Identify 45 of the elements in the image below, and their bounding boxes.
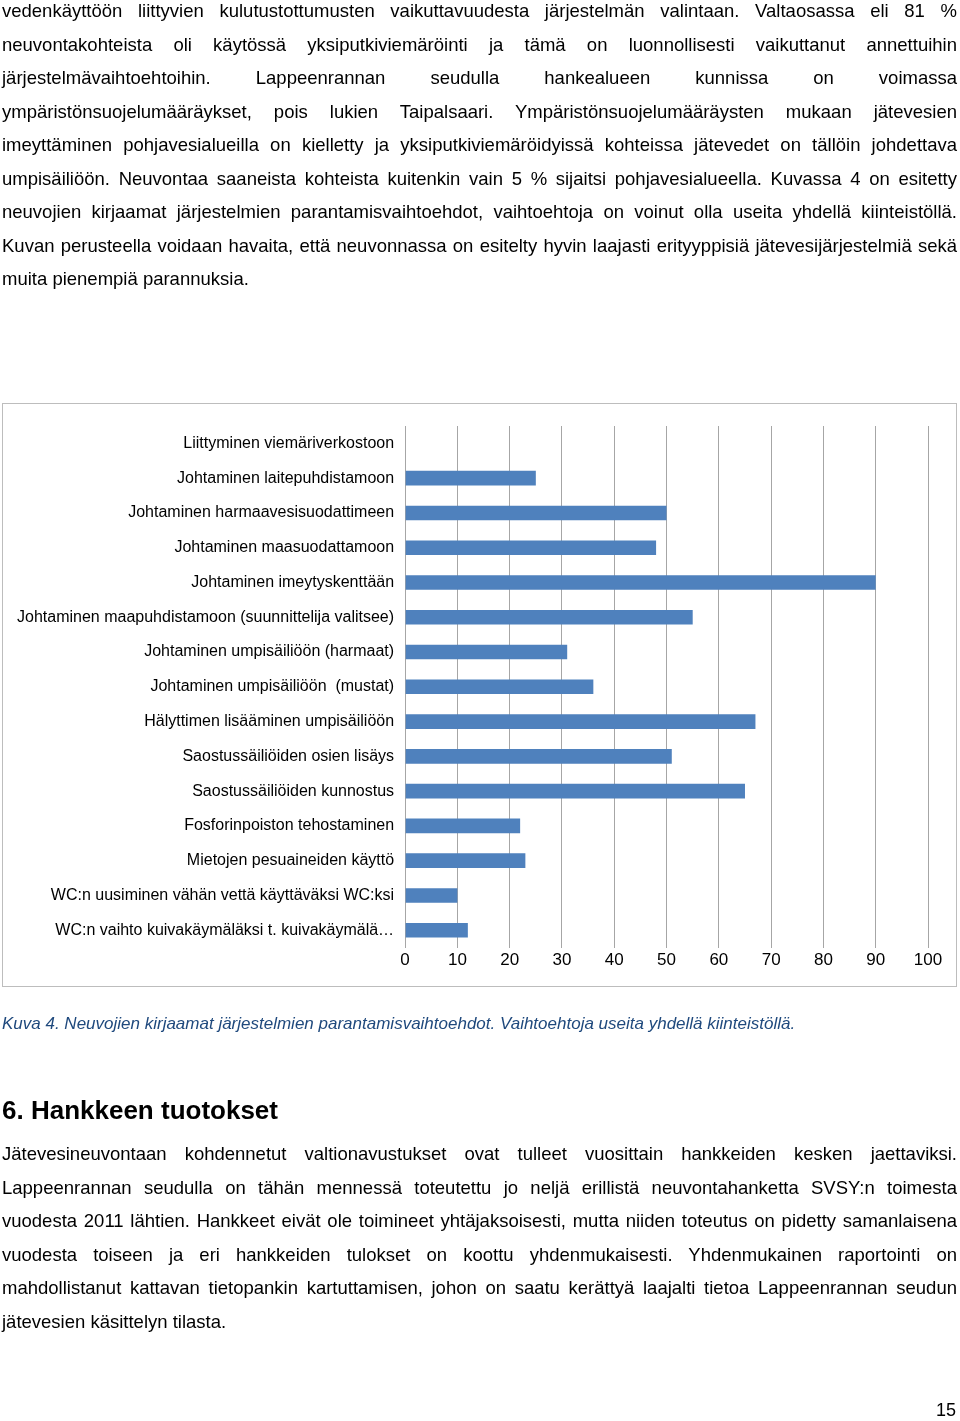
- y-tick-label: Johtaminen maasuodattamoon: [174, 538, 395, 556]
- y-tick-label: Johtaminen harmaavesisuodattimeen: [128, 503, 395, 521]
- bar: [405, 818, 521, 834]
- bar: [405, 644, 568, 660]
- bar: [405, 679, 594, 695]
- bar: [405, 714, 756, 729]
- x-tick-label: 90: [866, 950, 886, 970]
- bar: [405, 575, 876, 590]
- y-tick-label: Johtaminen maapuhdistamoon (suunnittelija valitsee): [16, 607, 395, 625]
- x-tick-label: 50: [657, 950, 677, 970]
- y-tick-label: Mietojen pesuaineiden käyttö: [186, 851, 395, 869]
- bar: [405, 505, 667, 521]
- y-tick-label: Liittyminen viemäriverkostoon: [183, 433, 395, 451]
- y-tick-label: Saostussäiliöiden kunnostus: [192, 781, 395, 799]
- text: 15: [935, 1400, 956, 1421]
- bar: [405, 783, 745, 799]
- y-tick-label: Johtaminen umpisäiliöön (harmaat): [144, 642, 395, 660]
- y-tick-label: WC:n uusiminen vähän vettä käyttäväksi WC:ksi: [50, 885, 395, 903]
- x-tick-label: 20: [500, 950, 520, 970]
- y-tick-label: Johtaminen imeytyskenttään: [191, 572, 395, 590]
- y-tick-label: Johtaminen umpisäiliöön (mustat): [150, 677, 395, 695]
- x-tick-label: 80: [813, 950, 833, 970]
- x-tick-label: 10: [447, 950, 467, 970]
- bar: [405, 853, 526, 868]
- text: 6. Hankkeen tuotokset: [2, 1095, 279, 1126]
- y-tick-label: Hälyttimen lisääminen umpisäiliöön: [144, 711, 395, 729]
- x-tick-label: 60: [709, 950, 729, 970]
- bar: [405, 888, 458, 903]
- bar: [405, 470, 536, 486]
- text: Jätevesineuvontaan kohdennetut valtionavustukset ovat tulleet vuosittain hankkeiden kesken jaettaviksi. Lappeenrannan seudulla on tähän mennessä toteutettu jo neljä erillistä neuvontahanketta SVSY:n toimesta vuodesta 2011 lähtien. Hankkeet eivät ole toimineet yhtäjaksoisesti, mutta niiden toteutus on pidetty samanlaisena vuodesta toiseen ja eri hankkeiden tulokset on koottu yhdenmukaisesti. Yhdenmukainen raportointi on mahdollistanut kattavan tietopankin kartuttamisen, johon on saatu kerättyä laajalti tietoa Lappeenrannan seudun jätevesien käsittelyn tilasta.: [2, 1142, 957, 1334]
- y-tick-label: Johtaminen laitepuhdistamoon: [177, 468, 395, 486]
- y-tick-label: Saostussäiliöiden osien lisäys: [182, 746, 395, 764]
- x-tick-label: 100: [913, 950, 943, 970]
- x-tick-label: 30: [552, 950, 572, 970]
- y-tick-label: WC:n vaihto kuivakäymäläksi t. kuivakäymälä…: [55, 920, 395, 938]
- bar: [405, 749, 672, 764]
- bar: [405, 922, 468, 938]
- bar: [405, 609, 693, 625]
- text: Kuva 4. Neuvojien kirjaamat järjestelmien parantamisvaihtoehdot. Vaihtoehtoja useita yhdellä kiinteistöllä.: [2, 1014, 797, 1034]
- bar: [405, 540, 657, 556]
- x-tick-label: 40: [604, 950, 624, 970]
- y-tick-label: Fosforinpoiston tehostaminen: [184, 816, 395, 834]
- x-tick-label: 70: [761, 950, 781, 970]
- text: vedenkäyttöön liittyvien kulutustottumusten vaikuttavuudesta järjestelmän valintaan. Valtaosassa eli 81 % neuvontakohteista oli käytössä yksiputkiviemäröinti ja tämä on luonnollisesti vaikuttanut annettuihin järjestelmävaihtoehtoihin. Lappeenrannan seudulla hankealueen kunnissa on voimassa ympäristönsuojelumääräykset, pois lukien Taipalsaari. Ympäristönsuojelumääräysten mukaan jätevesien imeyttäminen pohjavesialueilla on kielletty ja yksiputkiviemäröidyissä kohteissa jätevedet on tällöin johdettava umpisäiliöön. Neuvontaa saaneista kohteista kuitenkin vain 5 % sijaitsi pohjavesialueella. Kuvassa 4 on esitetty neuvojien kirjaamat järjestelmien parantamisvaihtoehdot, vaihtoehtoja on voinut olla useita yhdellä kiinteistöllä. Kuvan perusteella voidaan havaita, että neuvonnassa on esitelty hyvin laajasti erityyppisiä jätevesijärjestelmiä sekä muita pienempiä parannuksia.: [2, 0, 957, 289]
- x-tick-label: 0: [400, 950, 410, 970]
